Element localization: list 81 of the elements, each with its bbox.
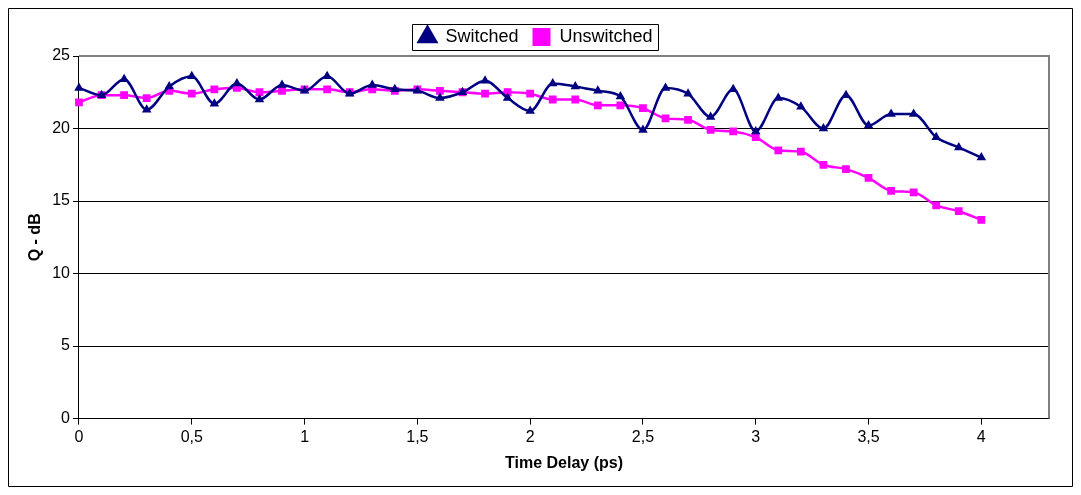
point xyxy=(796,147,805,156)
point xyxy=(502,92,513,101)
point xyxy=(119,73,129,82)
y-tick-label: 25 xyxy=(52,46,71,64)
point xyxy=(615,91,626,100)
point xyxy=(254,94,265,103)
point xyxy=(323,85,332,94)
point xyxy=(931,131,941,140)
point xyxy=(480,75,490,84)
point xyxy=(526,89,535,98)
point xyxy=(976,152,987,161)
point xyxy=(864,173,873,182)
point xyxy=(841,89,851,98)
point xyxy=(141,104,152,113)
x-axis-title: Time Delay (ps) xyxy=(505,453,623,471)
point xyxy=(729,127,738,136)
point xyxy=(164,80,174,90)
point xyxy=(593,85,603,94)
point xyxy=(774,146,783,155)
point xyxy=(863,120,874,129)
point xyxy=(661,114,670,123)
point xyxy=(887,187,895,195)
x-tick-label: 0 xyxy=(74,427,84,445)
point xyxy=(909,188,918,197)
point xyxy=(796,101,806,110)
point xyxy=(277,79,287,88)
point xyxy=(818,123,829,132)
point xyxy=(547,78,558,87)
point xyxy=(750,125,761,135)
point xyxy=(435,92,445,101)
point xyxy=(886,108,896,117)
point xyxy=(706,126,715,134)
x-tick-label: 2,5 xyxy=(631,427,655,445)
point xyxy=(322,70,332,80)
x-tick-label: 4 xyxy=(976,427,986,445)
point xyxy=(842,165,850,174)
point xyxy=(705,111,716,120)
point xyxy=(232,78,242,87)
y-tick-label: 10 xyxy=(52,263,71,281)
point xyxy=(74,82,84,91)
y-tick-label: 0 xyxy=(61,409,71,427)
point xyxy=(481,89,489,98)
point xyxy=(728,83,738,93)
point xyxy=(571,95,580,104)
point xyxy=(639,104,647,113)
y-tick-label: 15 xyxy=(52,191,71,209)
x-tick-label: 3,5 xyxy=(857,427,880,445)
x-tick-label: 1 xyxy=(300,427,310,445)
point xyxy=(773,92,784,101)
legend-label: Unswitched xyxy=(559,25,653,46)
point xyxy=(548,95,557,104)
point xyxy=(570,80,581,90)
y-tick-label: 5 xyxy=(61,336,71,354)
point xyxy=(367,79,378,88)
point xyxy=(120,91,128,100)
point xyxy=(187,89,196,98)
point xyxy=(187,70,197,80)
point xyxy=(616,101,625,110)
point xyxy=(75,98,83,107)
point xyxy=(954,141,964,151)
point xyxy=(660,82,671,91)
point xyxy=(593,101,602,110)
x-tick-label: 2 xyxy=(525,427,535,445)
point xyxy=(819,160,828,169)
point xyxy=(684,115,692,124)
point xyxy=(932,201,941,210)
legend-label: Switched xyxy=(445,25,519,46)
point xyxy=(436,86,444,95)
point xyxy=(525,105,535,114)
point xyxy=(683,88,693,97)
point xyxy=(210,85,219,94)
y-tick-label: 20 xyxy=(52,118,71,136)
x-tick-label: 0,5 xyxy=(180,427,204,445)
x-tick-label: 3 xyxy=(751,427,761,445)
point xyxy=(142,94,151,102)
x-tick-label: 1,5 xyxy=(406,427,429,445)
point xyxy=(638,124,648,133)
point xyxy=(977,216,986,224)
point xyxy=(954,207,963,216)
point xyxy=(209,98,220,107)
y-axis-title: Q - dB xyxy=(26,213,44,262)
